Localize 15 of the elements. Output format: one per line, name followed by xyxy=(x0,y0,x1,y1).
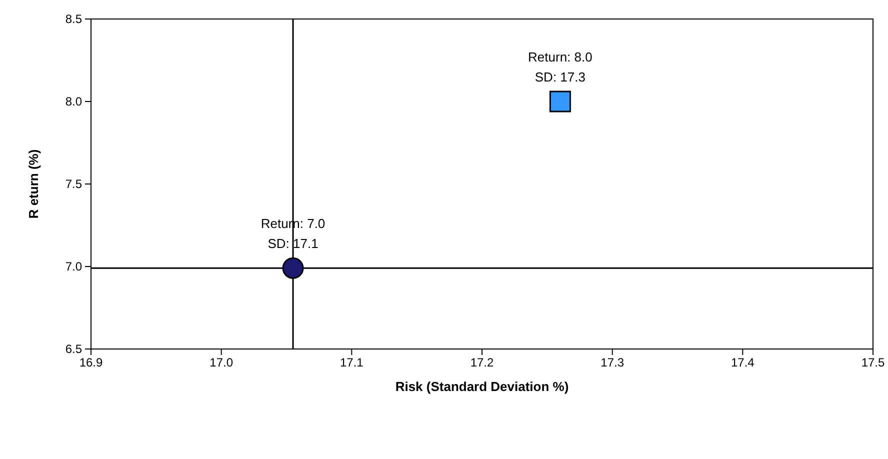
y-axis-title: R eturn (%) xyxy=(26,149,41,219)
annotation: Return: 8.0 SD: 17.3 xyxy=(528,50,592,84)
y-tick-label: 8.0 xyxy=(65,94,82,108)
y-tick-label: 8.5 xyxy=(65,12,82,26)
x-tick-label: 17.4 xyxy=(730,356,755,370)
x-tick-label: 17.3 xyxy=(600,356,624,370)
x-tick-label: 17.0 xyxy=(210,356,234,370)
y-tick-label: 7.0 xyxy=(65,259,82,274)
y-tick-label: 6.5 xyxy=(65,342,82,356)
x-tick-label: 16.9 xyxy=(79,356,103,370)
x-tick-label: 17.2 xyxy=(470,356,494,370)
x-axis-title: Risk (Standard Deviation %) xyxy=(395,379,569,394)
x-tick-label: 17.5 xyxy=(861,356,885,370)
x-tick-label: 17.1 xyxy=(340,356,364,370)
y-tick-label: 7.5 xyxy=(65,176,82,191)
